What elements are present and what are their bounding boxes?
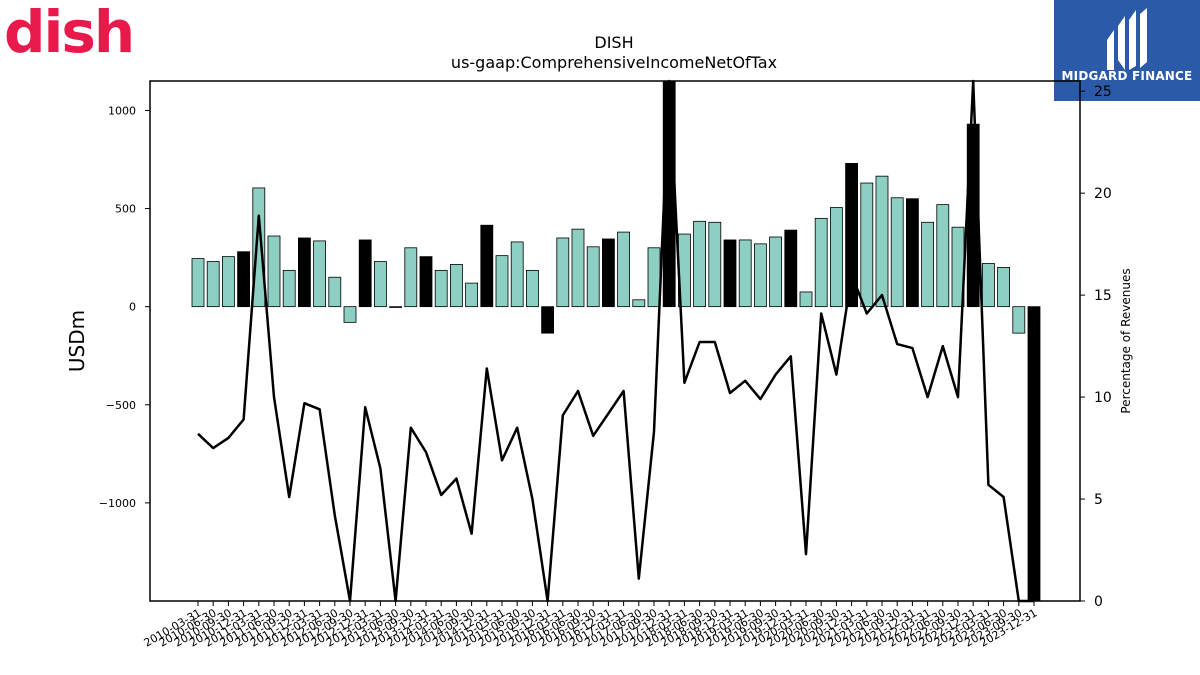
bar-2016-12-31 (602, 238, 615, 308)
chart-title: DISH (594, 33, 633, 52)
percent-line (197, 79, 1034, 603)
bar-2023-09-30 (1012, 306, 1026, 334)
bar-2017-03-31 (617, 231, 630, 308)
bar-2022-06-30 (936, 204, 950, 308)
bar-2017-09-30 (647, 247, 661, 308)
y-axis-left: −1000 −500 0 500 1000 (99, 104, 150, 510)
bar-2023-12-31 (1027, 306, 1041, 602)
bar-2018-12-31 (723, 239, 737, 308)
bar-series (191, 80, 1041, 602)
bar-2018-06-30 (693, 220, 706, 308)
plot-frame (149, 80, 1081, 602)
y2-tick-label: 25 (1094, 84, 1112, 100)
chart-subtitle: us-gaap:ComprehensiveIncomeNetOfTax (451, 53, 777, 72)
bar-2019-12-31 (784, 229, 798, 308)
bar-2019-09-30 (769, 236, 782, 308)
bar-2011-12-31 (297, 237, 311, 308)
bar-2012-12-31 (358, 239, 372, 308)
bar-2019-06-30 (754, 243, 767, 308)
bar-2015-09-30 (526, 269, 539, 308)
x-axis: 2010-03-312010-06-302010-09-302010-12-31… (142, 601, 1040, 650)
bar-2014-06-30 (449, 264, 463, 308)
y2-tick-label: 0 (1094, 594, 1103, 610)
bar-2020-06-30 (814, 217, 828, 308)
bar-2014-03-31 (434, 269, 448, 308)
bar-2016-06-30 (571, 228, 585, 308)
bar-2013-06-30 (389, 306, 403, 308)
bar-2019-03-31 (738, 239, 752, 308)
bar-2011-06-30 (267, 235, 281, 308)
y-axis-right: 0 5 10 15 20 25 (1080, 84, 1112, 610)
dish-logo-text: dish (4, 2, 133, 60)
bar-2012-06-30 (328, 276, 342, 308)
bar-2020-12-31 (845, 163, 858, 308)
bar-2010-09-30 (221, 256, 235, 308)
bar-2015-12-31 (541, 306, 554, 334)
bar-2015-03-31 (495, 255, 509, 308)
y2-tick-label: 15 (1094, 288, 1112, 304)
y-tick-label: 500 (115, 203, 136, 216)
y-axis-label: USDm (65, 310, 89, 372)
bar-2010-12-31 (237, 251, 251, 308)
y2-axis-label: Percentage of Revenues (1119, 268, 1133, 413)
bar-2010-06-30 (206, 261, 220, 308)
bar-2021-06-30 (875, 175, 889, 308)
bar-2016-03-31 (556, 237, 570, 308)
bar-2021-03-31 (860, 182, 874, 308)
bar-2021-09-30 (890, 197, 904, 308)
bar-2020-09-30 (830, 207, 843, 308)
bar-2013-12-31 (419, 256, 433, 308)
y2-tick-label: 20 (1094, 186, 1112, 202)
bar-2011-09-30 (282, 269, 296, 308)
midgard-finance-logo: MIDGARD FINANCE (1054, 0, 1200, 101)
dish-logo: dish (4, 0, 144, 66)
bar-2016-09-30 (586, 246, 600, 308)
bar-2014-09-30 (465, 282, 479, 308)
bar-2011-03-31 (252, 187, 266, 308)
y-tick-label: −500 (106, 399, 136, 412)
bar-2012-09-30 (343, 306, 357, 323)
bar-2020-03-31 (799, 291, 813, 308)
y2-tick-label: 5 (1094, 492, 1103, 508)
bar-2022-03-31 (921, 221, 934, 308)
bar-2015-06-30 (510, 241, 524, 308)
y-tick-label: −1000 (99, 497, 136, 510)
y-tick-label: 0 (129, 301, 136, 314)
bar-2012-03-31 (313, 240, 327, 308)
bar-2023-03-31 (982, 263, 995, 308)
bar-2013-09-30 (404, 247, 418, 308)
bar-2010-03-31 (191, 258, 205, 308)
y-tick-label: 1000 (108, 104, 136, 117)
bar-2017-06-30 (632, 299, 646, 308)
midgard-brand-text: MIDGARD FINANCE (1061, 69, 1193, 83)
bar-2021-12-31 (906, 198, 919, 308)
bar-2014-12-31 (480, 224, 494, 308)
midgard-emblem-icon (1107, 8, 1147, 70)
bar-2013-03-31 (373, 261, 387, 308)
y2-tick-label: 10 (1094, 390, 1112, 406)
bar-2023-06-30 (997, 267, 1010, 308)
bar-2018-09-30 (708, 221, 722, 308)
